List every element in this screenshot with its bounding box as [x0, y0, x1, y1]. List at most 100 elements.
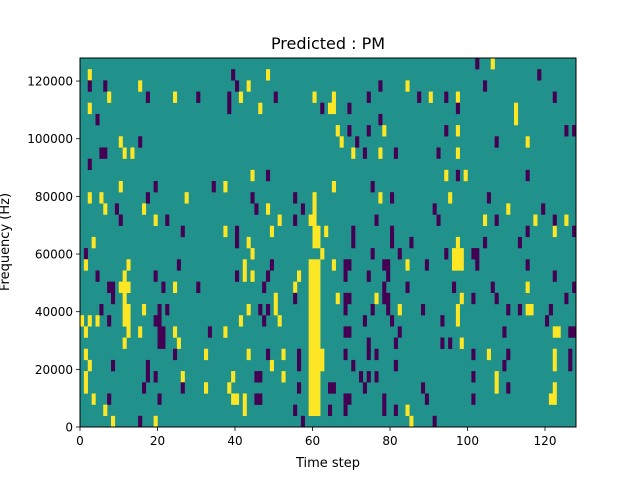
heatmap-cell-high [83, 348, 88, 361]
heatmap-cell-high [173, 326, 178, 338]
heatmap-cell-low [382, 292, 391, 305]
heatmap-cell-low [180, 382, 185, 394]
axes-frame [79, 57, 577, 428]
heatmap-cell-low [145, 192, 150, 204]
heatmap-cell-high [320, 348, 325, 372]
heatmap-cell-high [122, 292, 127, 327]
heatmap-cell-low [111, 292, 116, 305]
heatmap-cell-low [393, 337, 398, 349]
heatmap-cell-low [506, 348, 511, 361]
heatmap-cell-low [393, 147, 398, 159]
heatmap-cell-low [448, 337, 453, 349]
heatmap-cell-low [475, 58, 480, 70]
heatmap-cell-low [455, 102, 460, 115]
y-tick-label: 100000 [27, 132, 73, 146]
heatmap-cell-low [176, 259, 181, 271]
heatmap-cell-low [436, 214, 441, 226]
heatmap-cell-low [153, 315, 158, 327]
heatmap-cell-low [374, 214, 379, 226]
heatmap-cell-high [548, 393, 557, 405]
heatmap-cell-high [564, 214, 569, 226]
heatmap-cell-low [161, 281, 166, 294]
heatmap-cell-low [517, 236, 522, 249]
heatmap-cell-low [293, 214, 298, 226]
heatmap-cell-low [409, 236, 414, 249]
heatmap-cell-low [393, 404, 398, 417]
heatmap-cell-low [572, 225, 577, 238]
heatmap-cell-high [246, 348, 251, 361]
heatmap-cell-low [541, 203, 546, 215]
heatmap-cell-low [254, 393, 263, 405]
heatmap-cell-low [506, 304, 511, 316]
heatmap-cell-high [266, 203, 271, 215]
heatmap-cell-high [223, 326, 228, 338]
heatmap-cell-high [87, 315, 92, 327]
heatmap-cell-high [126, 304, 131, 327]
heatmap-cell-low [153, 371, 158, 383]
heatmap-cell-low [107, 281, 116, 294]
y-axis-label: Frequency (Hz) [0, 193, 13, 291]
heatmap-cell-low [118, 214, 123, 226]
heatmap-cell-high [107, 91, 112, 103]
heatmap-cell-high [463, 169, 468, 182]
heatmap-cell-high [87, 102, 92, 115]
heatmap-cell-low [471, 371, 476, 383]
heatmap-cell-low [343, 259, 352, 271]
heatmap-cell-high [91, 393, 96, 405]
heatmap-cell-low [362, 315, 367, 327]
heatmap-cell-low [572, 125, 577, 137]
heatmap-cell-low [366, 348, 371, 361]
heatmap-cell-low [83, 248, 88, 260]
heatmap-cell-low [343, 270, 348, 282]
heatmap-cell-low [87, 158, 92, 171]
heatmap-cell-high [227, 382, 232, 394]
heatmap-cell-high [231, 393, 240, 405]
y-tick-label: 40000 [35, 305, 73, 319]
heatmap-cell-low [355, 136, 360, 148]
heatmap-cell-high [428, 91, 433, 103]
heatmap-cell-high [91, 236, 96, 249]
heatmap-cell-low [250, 192, 255, 204]
heatmap-cell-high [552, 348, 557, 372]
heatmap-cell-high [180, 371, 185, 383]
heatmap-cell-low [366, 337, 371, 349]
heatmap-cell-low [390, 315, 395, 327]
heatmap-cell-low [297, 348, 302, 372]
heatmap-cell-high [324, 225, 329, 238]
heatmap-cell-high [103, 203, 108, 215]
heatmap-cell-low [552, 270, 557, 282]
heatmap-cell-low [386, 304, 391, 316]
heatmap-cell-high [87, 359, 92, 372]
heatmap-cell-high [308, 214, 313, 226]
heatmap-cell-low [436, 147, 441, 159]
heatmap-cell-high [378, 147, 383, 159]
heatmap-cell-high [83, 371, 88, 394]
heatmap-cell-low [153, 181, 158, 193]
heatmap-cell-low [424, 393, 429, 405]
heatmap-cell-low [297, 382, 302, 394]
heatmap-cell-high [130, 147, 135, 159]
heatmap-cell-high [328, 102, 333, 115]
heatmap-cell-high [281, 348, 286, 361]
heatmap-cell-high [533, 214, 538, 226]
heatmap-cell-high [409, 415, 414, 428]
x-tick-label: 60 [305, 434, 320, 448]
heatmap-cell-low [390, 192, 395, 204]
heatmap-cell-high [405, 80, 410, 92]
heatmap-cell-low [145, 359, 150, 383]
heatmap-cell-low [494, 136, 499, 148]
heatmap-cell-low [262, 315, 267, 327]
heatmap-cell-high [455, 91, 460, 103]
heatmap-cell-high [273, 304, 278, 316]
heatmap-cell-low [440, 337, 445, 349]
heatmap-cell-low [157, 326, 166, 349]
heatmap-cell-high [405, 404, 410, 417]
heatmap-cell-high [297, 270, 302, 282]
heatmap-cell-high [204, 348, 209, 361]
heatmap-cell-high [490, 58, 495, 70]
heatmap-cell-low [370, 181, 375, 193]
x-tick-label: 100 [456, 434, 479, 448]
heatmap-cell-low [390, 225, 395, 249]
heatmap-cell-high [80, 315, 85, 327]
heatmap-cell-high [153, 415, 158, 428]
